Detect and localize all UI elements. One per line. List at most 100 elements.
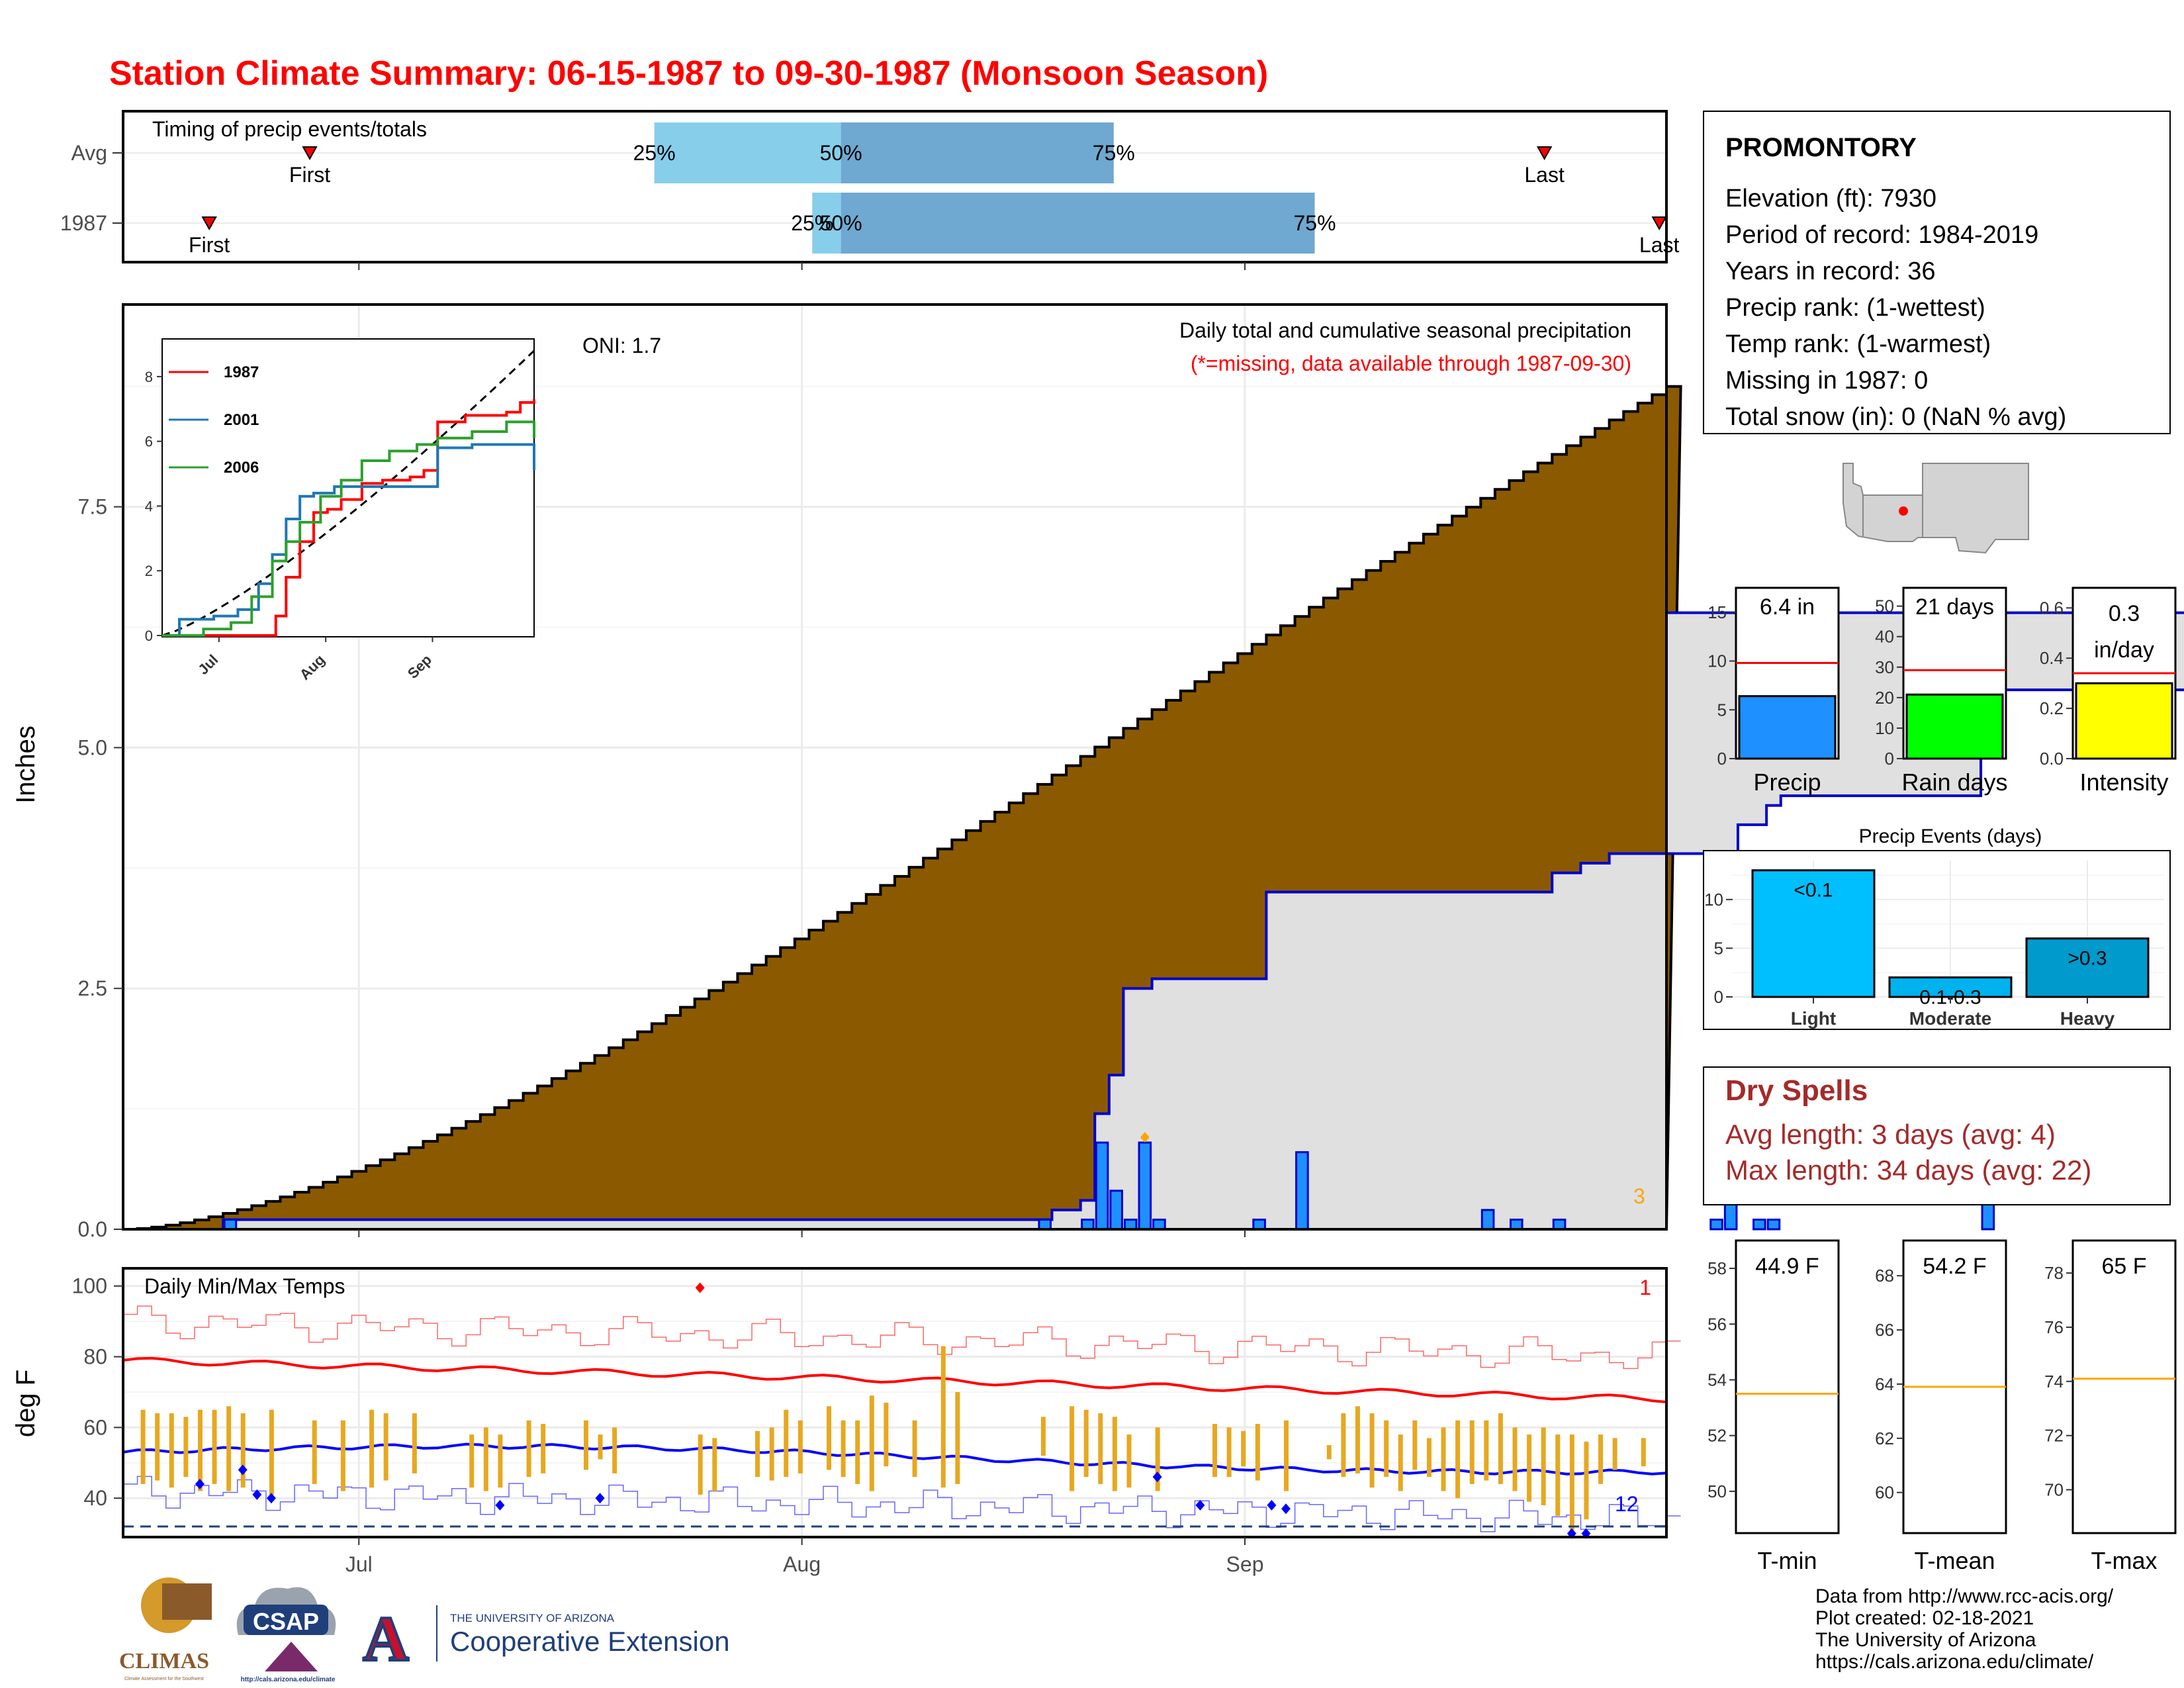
daily-temp-range-bar: [1441, 1427, 1446, 1491]
small-bar-value: [2075, 682, 2173, 760]
daily-temp-range-bar: [269, 1409, 274, 1495]
inset-legend-label: 1987: [224, 363, 259, 381]
daily-precip-bar: [1766, 1218, 1781, 1231]
small-bar-tick-label: 20: [1875, 688, 1894, 708]
events-bar: [1888, 976, 2013, 998]
daily-temp-range-bar: [1469, 1420, 1475, 1484]
inset-legend-label: 2006: [224, 459, 259, 477]
record-low-marker: [495, 1499, 505, 1511]
daily-precip-bar: [223, 1218, 238, 1231]
small-bar-label: 21 days: [1915, 594, 1994, 620]
events-tick-label: 10: [1704, 890, 1723, 910]
location-map: [1841, 461, 2030, 564]
credits: Data from http://www.rcc-acis.org/Plot c…: [1815, 1585, 2114, 1673]
record-low-marker: [238, 1464, 248, 1476]
daily-temp-range-bar: [1326, 1445, 1332, 1460]
temp-y-tick-label: 80: [83, 1345, 107, 1369]
year-cumulative-area: [123, 611, 2184, 1231]
daily-temp-range-bar: [1241, 1430, 1246, 1467]
timing-panel: Timing of precip events/totals Avg 25% 50%…: [60, 110, 1680, 270]
daily-temp-range-bar: [212, 1409, 217, 1484]
daily-temp-range-bar: [169, 1413, 174, 1488]
station-info-line: Elevation (ft): 7930: [1725, 185, 1936, 212]
precip-y-tick-label: 7.5: [78, 495, 107, 519]
daily-temp-range-bar: [1112, 1417, 1117, 1491]
station-frame: [1703, 111, 2171, 434]
temp-x-tick-label: Aug: [783, 1552, 821, 1576]
daily-temp-range-bar: [698, 1434, 703, 1495]
climas-shape: [162, 1583, 212, 1620]
events-title: Precip Events (days): [1859, 825, 2042, 847]
small-bar-label: 0.3: [2109, 601, 2140, 626]
daily-temp-range-bar: [541, 1424, 546, 1474]
daily-temp-range-bar: [383, 1413, 388, 1481]
temp-summary-tick-label: 68: [1875, 1266, 1894, 1286]
timing-pct-label: 25%: [633, 141, 676, 165]
state-shapes: [1843, 463, 2029, 554]
ua-university: THE UNIVERSITY OF ARIZONA: [450, 1612, 615, 1624]
small-bar-label: 6.4 in: [1760, 594, 1815, 620]
figure-title: Station Climate Summary: 06-15-1987 to 0…: [109, 54, 1268, 93]
inset-y-tick-label: 0: [145, 628, 153, 644]
daily-temp-range-bar: [1226, 1427, 1232, 1477]
daily-temp-range-bar: [884, 1403, 889, 1467]
daily-precip-bar: [1509, 1218, 1524, 1231]
daily-temp-range-bar: [1212, 1424, 1218, 1477]
station-name: PROMONTORY: [1725, 133, 1917, 162]
timing-marker: [201, 216, 217, 231]
precip-y-tick-label: 0.0: [78, 1217, 107, 1241]
daily-temp-range-bar: [1098, 1413, 1103, 1484]
climas-subtitle: Climate Assessment for the Southwest: [124, 1677, 204, 1681]
station-marker: [1899, 506, 1908, 516]
precip-y-label: Inches: [11, 726, 40, 804]
temp-summary-frame: [1735, 1239, 1840, 1534]
timing-marker-label: Last: [1524, 163, 1565, 187]
daily-temp-range-bar: [1555, 1434, 1561, 1516]
record-min-line: [123, 1476, 1681, 1532]
timing-bar-50-75: [841, 193, 1315, 254]
temp-summary-tick-label: 62: [1875, 1429, 1894, 1448]
temp-summary-title: T-min: [1758, 1547, 1817, 1574]
daily-temp-range-bar: [1584, 1441, 1589, 1520]
timing-pct-label: 75%: [1293, 211, 1336, 235]
temp-summary-tick-label: 54: [1707, 1370, 1727, 1389]
daily-temp-range-bar: [1569, 1434, 1574, 1530]
record-low-marker: [1267, 1499, 1277, 1511]
daily-temp-range-bar: [583, 1420, 588, 1470]
timing-marker-label: First: [189, 233, 230, 257]
daily-temp-range-bar: [240, 1413, 246, 1488]
temp-summary-tick-label: 50: [1707, 1481, 1727, 1501]
temperature-panel: Daily Min/Max Temps 1 12 deg F 40 60 80 100…: [11, 1267, 1681, 1576]
daily-temp-range-bar: [1426, 1438, 1432, 1477]
station-info-line: Missing in 1987: 0: [1725, 367, 1928, 395]
timing-title: Timing of precip events/totals: [152, 117, 427, 141]
average-max-temp-line: [122, 1356, 1667, 1403]
daily-temp-range-bar: [140, 1409, 146, 1484]
climas-text: CLIMAS: [119, 1649, 209, 1673]
daily-temp-range-bar: [784, 1409, 789, 1477]
temp-summary-tick-label: 64: [1875, 1374, 1894, 1394]
small-bar-tick-label: 0: [1885, 749, 1894, 769]
oni-label: ONI: 1.7: [582, 334, 661, 357]
daily-precip-bar: [1138, 1141, 1152, 1231]
small-bar-label: in/day: [2094, 637, 2154, 663]
station-info-line: Years in record: 36: [1725, 258, 1936, 285]
timing-marker: [1536, 146, 1553, 161]
daily-precip-bar: [1552, 1218, 1567, 1231]
station-info-box: PROMONTORY Elevation (ft): 7930 Period of…: [1703, 111, 2171, 434]
temp-summary-frame: [2071, 1239, 2177, 1534]
credit-line: The University of Arizona: [1815, 1629, 2036, 1651]
small-bar-title: Rain days: [1901, 769, 2007, 796]
temp-summary-tick-label: 60: [1875, 1483, 1894, 1503]
temp-summary-title: T-max: [2091, 1547, 2157, 1574]
daily-temp-range-bar: [1126, 1434, 1132, 1488]
daily-precip-bar: [1480, 1209, 1495, 1231]
ua-a-mark: A: [363, 1603, 408, 1674]
events-category-label: Moderate: [1909, 1008, 1991, 1029]
timing-row-label: Avg: [71, 141, 107, 165]
inset-y-tick-label: 2: [145, 563, 153, 579]
temp-x-tick-label: Sep: [1226, 1552, 1264, 1576]
events-category-label: Light: [1791, 1008, 1836, 1029]
daily-temp-range-bar: [755, 1430, 760, 1477]
